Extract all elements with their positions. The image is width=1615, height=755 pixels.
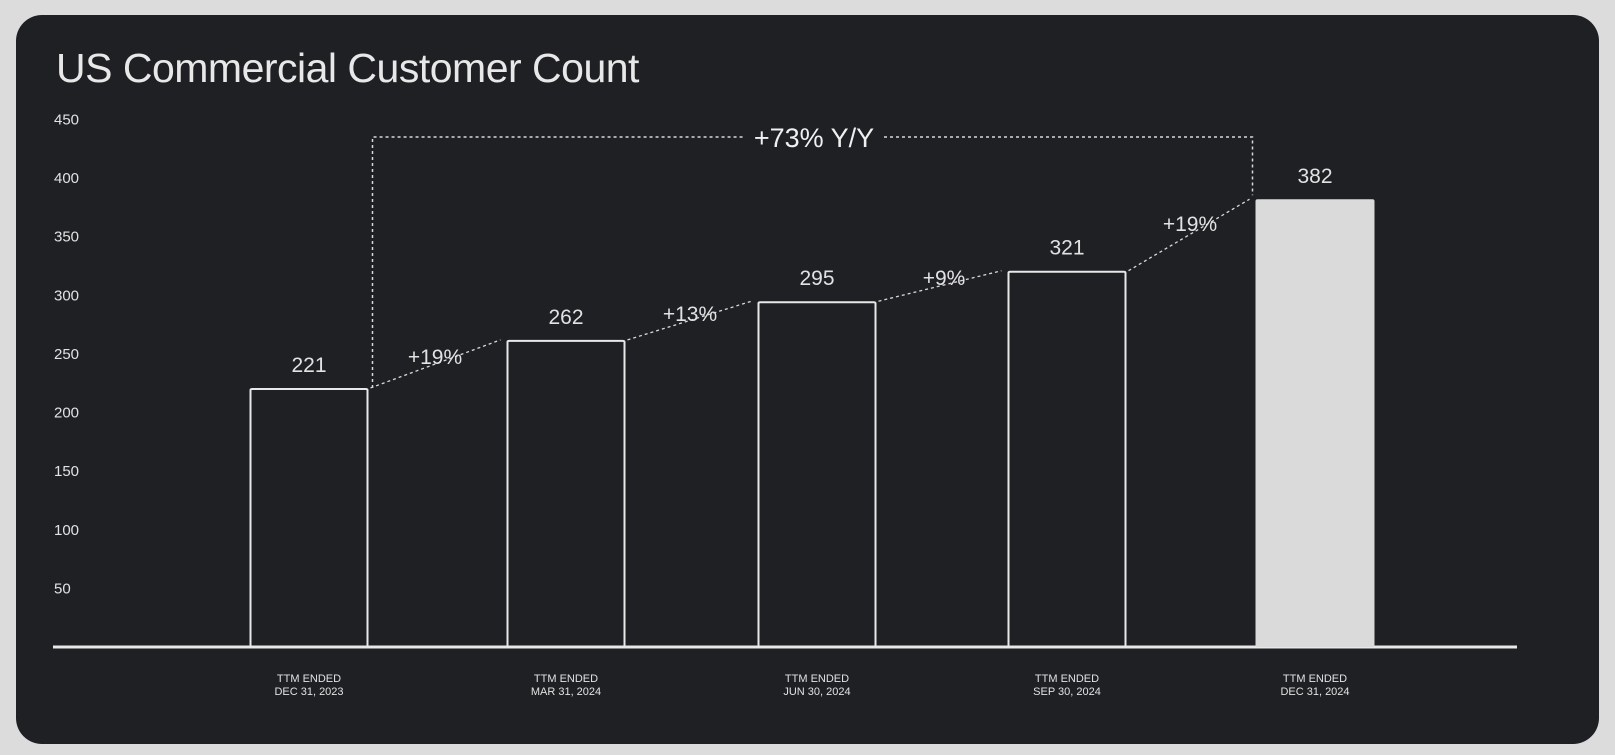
bar: [249, 387, 369, 647]
y-tick-label: 100: [54, 522, 79, 539]
x-category-label: TTM ENDED: [534, 673, 598, 685]
x-category-label: SEP 30, 2024: [1033, 686, 1101, 698]
bar: [1007, 270, 1127, 647]
x-category-label: DEC 31, 2024: [1280, 686, 1349, 698]
bar-value-label: 321: [1049, 237, 1084, 260]
yoy-bracket: [884, 136, 1254, 196]
yoy-growth-label: +73% Y/Y: [754, 123, 874, 153]
bar: [1255, 199, 1375, 647]
growth-label: +13%: [663, 303, 717, 326]
growth-connector: [627, 300, 752, 341]
y-tick-label: 200: [54, 405, 79, 422]
x-category-label: TTM ENDED: [277, 673, 341, 685]
x-category-label: JUN 30, 2024: [783, 686, 850, 698]
bar-value-label: 221: [291, 354, 326, 377]
growth-label: +19%: [408, 346, 462, 369]
bar-value-label: 262: [548, 306, 583, 329]
bar-value-label: 295: [799, 267, 834, 290]
y-tick-label: 450: [54, 112, 79, 129]
y-tick-label: 300: [54, 287, 79, 304]
growth-label: +9%: [923, 267, 966, 290]
bar: [506, 339, 626, 647]
growth-connector: [370, 339, 501, 389]
y-tick-label: 150: [54, 463, 79, 480]
y-tick-label: 400: [54, 170, 79, 187]
yoy-bracket: [371, 136, 744, 388]
y-tick-label: 350: [54, 229, 79, 246]
chart-title: US Commercial Customer Count: [56, 45, 639, 91]
y-tick-label: 250: [54, 346, 79, 363]
x-category-label: DEC 31, 2023: [274, 686, 343, 698]
x-category-label: MAR 31, 2024: [531, 686, 601, 698]
chart-card: US Commercial Customer Count 50 100 150 200…: [16, 15, 1599, 744]
bar-value-label: 382: [1297, 165, 1332, 188]
y-tick-label: 50: [54, 580, 71, 597]
x-category-label: TTM ENDED: [1283, 673, 1347, 685]
bar: [757, 301, 877, 647]
x-category-label: TTM ENDED: [1035, 673, 1099, 685]
x-category-label: TTM ENDED: [785, 673, 849, 685]
growth-label: +19%: [1163, 213, 1217, 236]
